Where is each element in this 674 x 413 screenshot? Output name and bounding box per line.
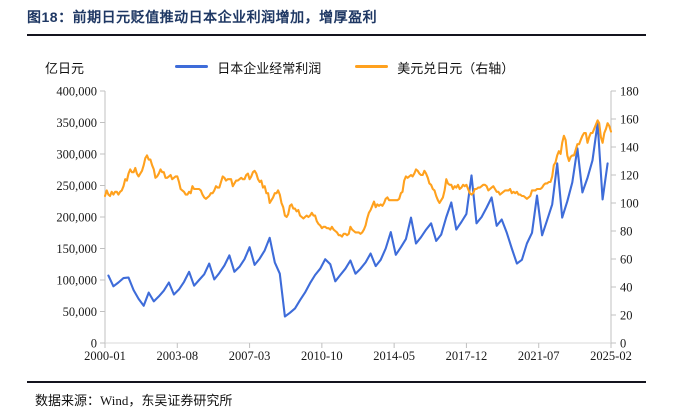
- left-axis-tick-label: 50,000: [63, 305, 97, 319]
- x-axis-tick-label: 2000-01: [84, 349, 126, 363]
- footer-divider: [27, 381, 646, 383]
- x-axis-tick-label: 2025-02: [590, 349, 632, 363]
- left-axis-tick-label: 400,000: [56, 84, 97, 98]
- x-axis-tick-label: 2014-05: [373, 349, 415, 363]
- left-axis-tick-label: 200,000: [56, 210, 97, 224]
- left-axis-tick-label: 100,000: [56, 273, 97, 287]
- right-axis-tick-label: 160: [620, 112, 639, 126]
- x-axis-tick-label: 2010-10: [301, 349, 343, 363]
- left-axis-unit-label: 亿日元: [45, 61, 85, 76]
- left-axis-tick-label: 350,000: [56, 116, 97, 130]
- x-axis-tick-label: 2021-07: [518, 349, 560, 363]
- right-axis-tick-label: 120: [620, 168, 639, 182]
- right-axis-tick-label: 80: [620, 224, 633, 238]
- left-axis-tick-label: 250,000: [56, 179, 97, 193]
- profit-line: [107, 122, 609, 318]
- left-axis-tick-label: 300,000: [56, 147, 97, 161]
- right-axis-tick-label: 20: [620, 308, 633, 322]
- legend-label-profit: 日本企业经常利润: [217, 61, 322, 76]
- figure-title: 图18：前期日元贬值推动日本企业利润增加，增厚盈利: [27, 9, 378, 25]
- title-divider: [27, 34, 646, 36]
- legend-item-profit: 日本企业经常利润: [175, 58, 321, 76]
- x-axis-tick-label: 2017-12: [446, 349, 488, 363]
- right-axis-tick-label: 100: [620, 196, 639, 210]
- left-axis-tick-label: 150,000: [56, 242, 97, 256]
- profit-line-swatch: [175, 64, 208, 68]
- usdjpy-line: [103, 119, 613, 238]
- right-axis-tick-label: 60: [620, 252, 633, 266]
- left-axis-tick-label: 0: [91, 336, 97, 350]
- usdjpy-line-swatch: [355, 64, 388, 68]
- x-axis-tick-label: 2003-08: [156, 349, 198, 363]
- legend: 亿日元 日本企业经常利润 美元兑日元（右轴）: [0, 58, 674, 76]
- right-axis-tick-label: 140: [620, 140, 639, 154]
- x-axis-tick-label: 2007-03: [229, 349, 271, 363]
- legend-item-usdjpy: 美元兑日元（右轴）: [355, 58, 514, 76]
- right-axis-tick-label: 0: [620, 336, 626, 350]
- right-axis-tick-label: 180: [620, 84, 639, 98]
- right-axis-tick-label: 40: [620, 280, 633, 294]
- data-source: 数据来源：Wind，东吴证券研究所: [35, 393, 233, 408]
- legend-label-usdjpy: 美元兑日元（右轴）: [397, 61, 515, 76]
